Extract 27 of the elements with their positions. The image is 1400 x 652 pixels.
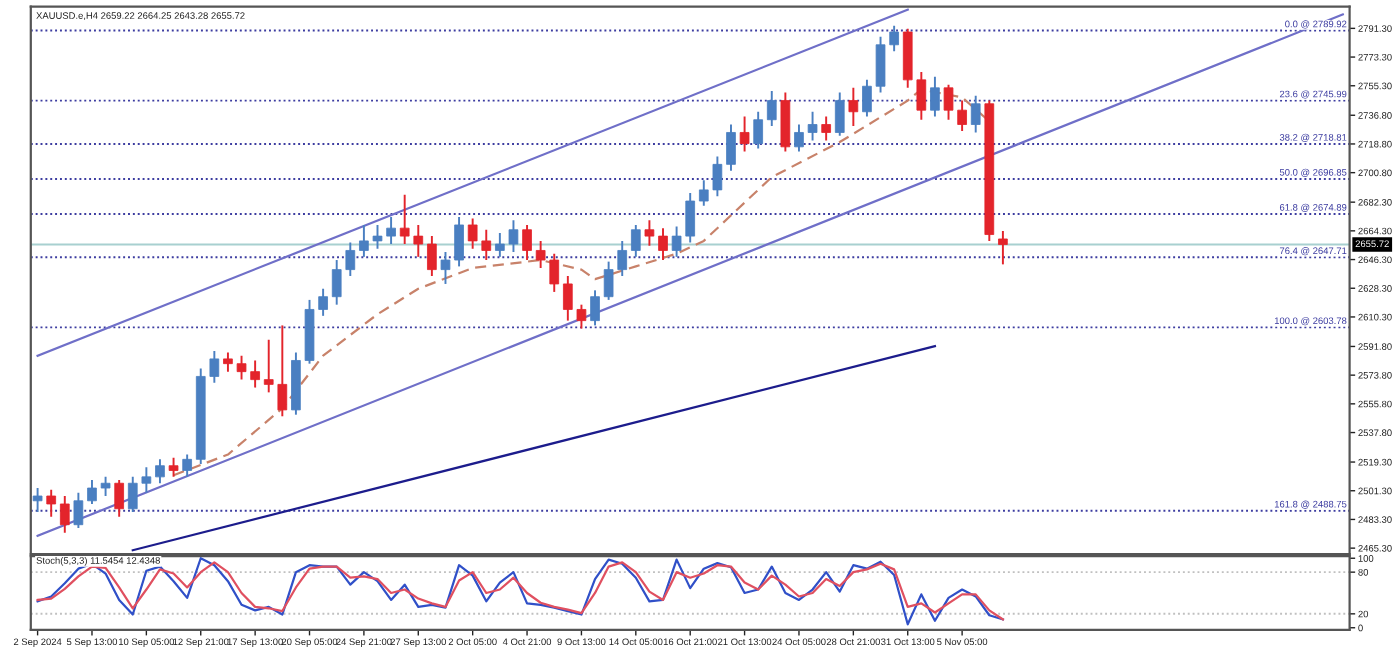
candlestick: [644, 219, 655, 247]
candlestick: [522, 223, 532, 261]
candlestick: [168, 456, 179, 478]
candlestick: [753, 110, 764, 150]
candlestick: [46, 488, 57, 518]
candlestick: [87, 479, 97, 505]
candlestick: [427, 235, 437, 277]
candlestick: [848, 86, 859, 128]
candlestick: [998, 229, 1008, 266]
candlestick: [100, 475, 111, 497]
candlestick: [32, 487, 43, 513]
candlestick: [726, 123, 736, 172]
candlestick: [630, 223, 641, 258]
candlestick: [780, 91, 791, 153]
candlestick: [155, 458, 165, 485]
candlestick: [182, 453, 192, 478]
candlestick: [970, 94, 981, 134]
candlestick: [59, 495, 70, 534]
candlestick: [739, 115, 750, 153]
candlestick: [114, 479, 125, 518]
candlestick: [821, 115, 831, 142]
candlestick: [766, 90, 777, 128]
candlestick: [590, 289, 600, 327]
candlestick: [834, 91, 845, 137]
candlestick: [73, 491, 84, 529]
candlestick: [930, 75, 940, 118]
candlestick: [658, 227, 668, 261]
